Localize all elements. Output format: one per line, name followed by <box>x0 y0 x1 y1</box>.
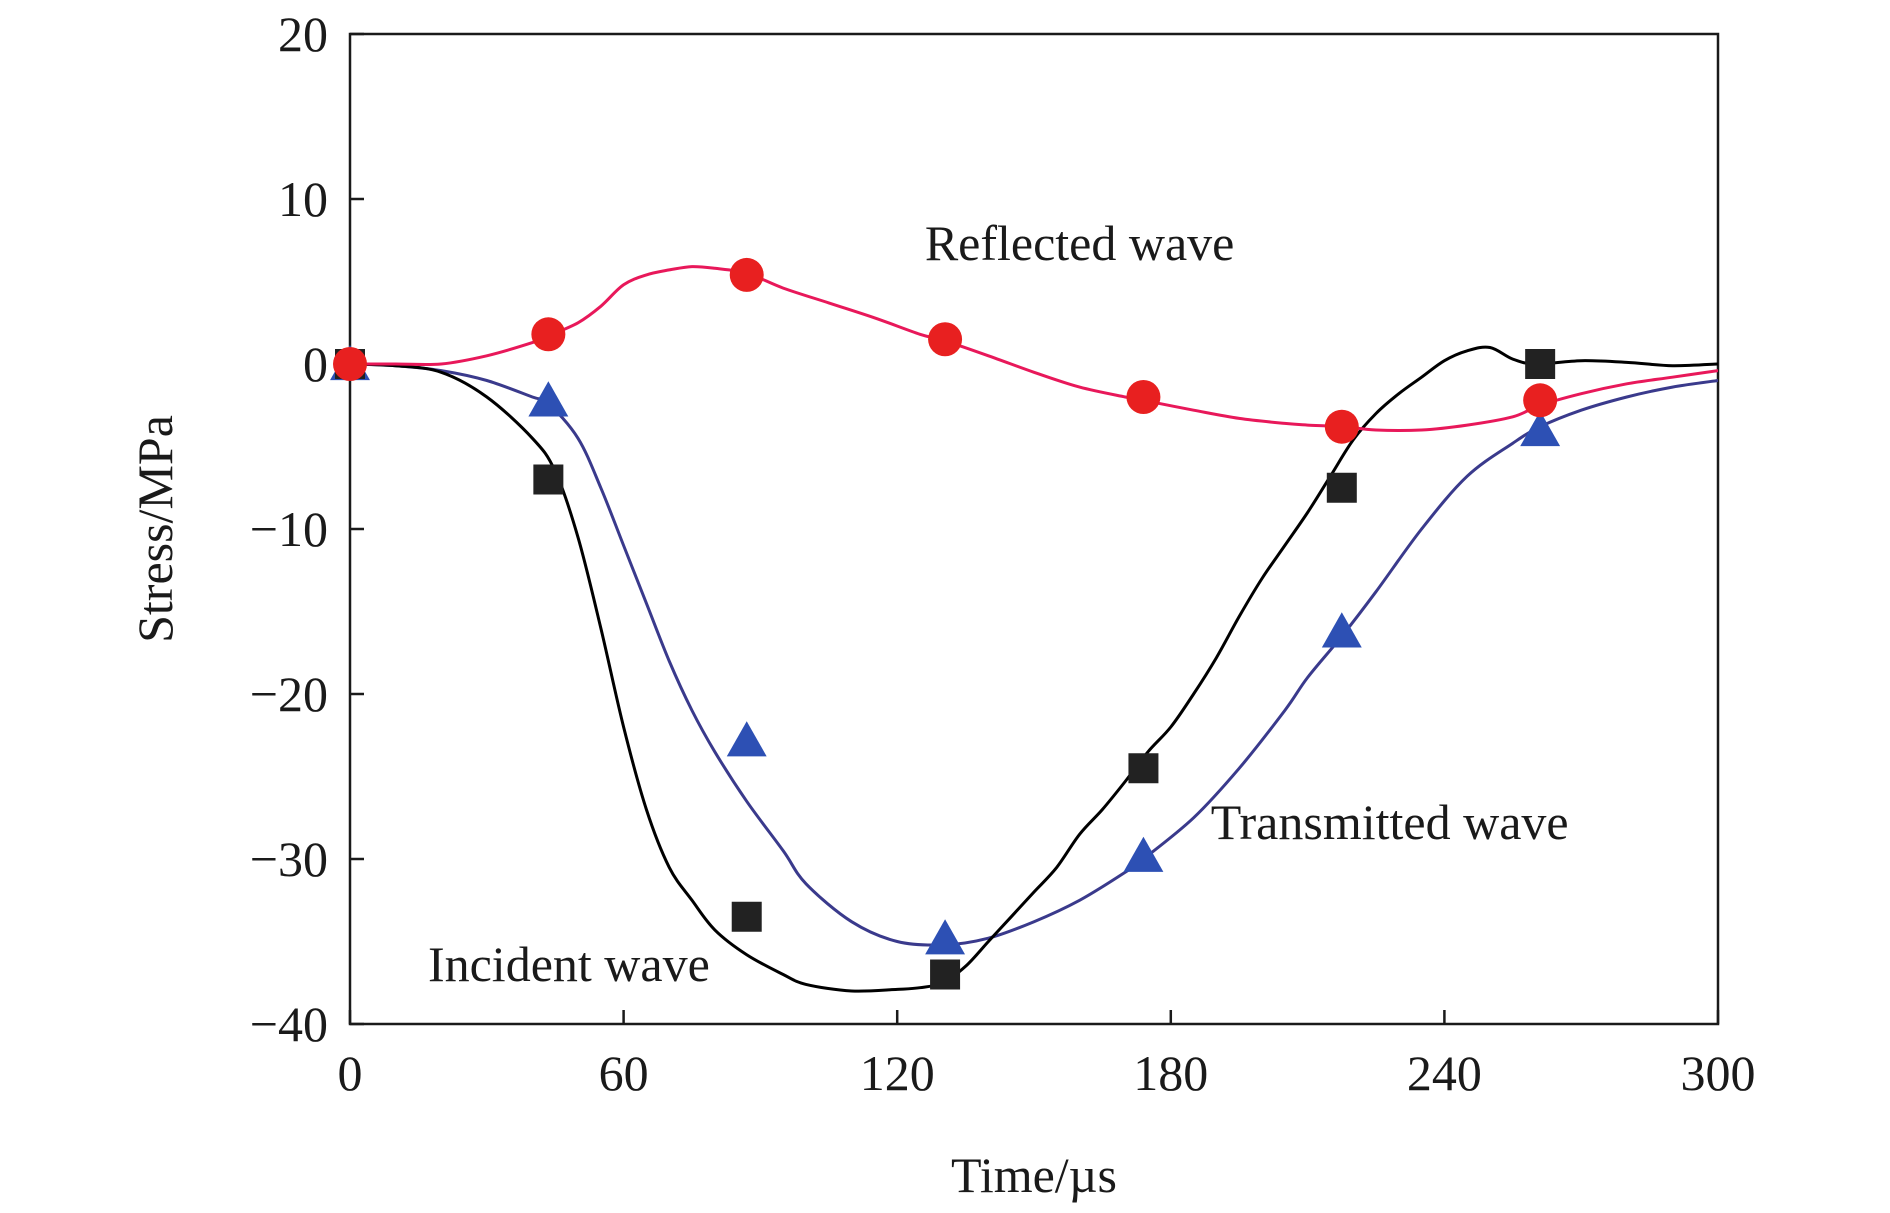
y-tick-label: −40 <box>250 996 328 1052</box>
incident-wave-point <box>533 464 564 495</box>
reflected-wave-point <box>928 322 963 357</box>
reflected-wave-line <box>350 265 1718 433</box>
reflected-wave-point <box>1523 383 1558 418</box>
transmitted-wave-point <box>1321 612 1362 648</box>
transmitted-wave-point <box>726 721 767 757</box>
reflected-wave-label: Reflected wave <box>925 215 1235 271</box>
y-tick-label: 20 <box>278 6 328 62</box>
plot-frame <box>348 32 1720 1026</box>
incident-wave-point <box>1525 349 1556 379</box>
x-axis-title: Time/µs <box>951 1147 1117 1203</box>
reflected-wave-point <box>729 257 764 292</box>
x-tick-label: 120 <box>860 1045 935 1101</box>
series-lines-layer <box>350 265 1718 993</box>
x-tick-label: 180 <box>1133 1045 1208 1101</box>
reflected-wave-point <box>1126 380 1161 414</box>
x-tick-label: 60 <box>599 1045 649 1101</box>
incident-wave-point <box>1326 472 1357 503</box>
incident-wave-label: Incident wave <box>428 936 710 992</box>
transmitted-wave-point <box>1123 836 1164 872</box>
text-layer: 0 60 120 180 240 300 20 10 0 −10 −20 −30 −40 Time/µs S… <box>127 6 1756 1203</box>
transmitted-wave-line <box>350 362 1718 947</box>
x-tick-label: 300 <box>1681 1045 1756 1101</box>
reflected-wave-point <box>1324 409 1359 444</box>
y-axis-title: Stress/MPa <box>127 415 183 643</box>
incident-wave-line <box>350 345 1718 993</box>
x-tick-label: 0 <box>338 1045 363 1101</box>
y-tick-label: −30 <box>250 831 328 887</box>
reflected-wave-point <box>333 347 367 381</box>
y-tick-label: 10 <box>278 171 328 227</box>
y-tick-label: −10 <box>250 501 328 557</box>
transmitted-wave-point <box>925 919 966 955</box>
y-tick-label: 0 <box>303 336 328 392</box>
transmitted-wave-label: Transmitted wave <box>1211 794 1569 850</box>
axes-layer <box>348 32 1720 1026</box>
transmitted-wave-point <box>528 381 569 417</box>
x-tick-label: 240 <box>1407 1045 1482 1101</box>
reflected-wave-point <box>531 317 566 352</box>
transmitted-wave-point <box>1520 411 1561 447</box>
incident-wave-point <box>1128 753 1159 784</box>
incident-wave-point <box>930 959 961 990</box>
series-markers-layer <box>330 257 1561 990</box>
incident-wave-point <box>731 901 762 932</box>
y-tick-label: −20 <box>250 666 328 722</box>
